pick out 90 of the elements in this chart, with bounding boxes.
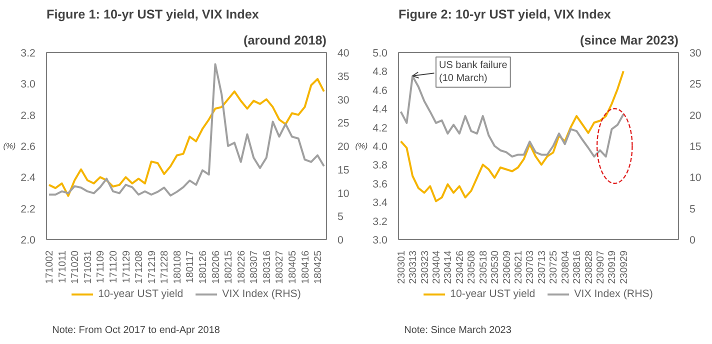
x-tick-label: 230313 xyxy=(408,250,420,284)
y-tick-label: 3.2 xyxy=(20,48,36,60)
x-tick-label: 171031 xyxy=(82,250,94,284)
text: Note: From Oct 2017 to end-Apr 2018 xyxy=(52,325,220,336)
x-tick-label: 230929 xyxy=(618,250,630,284)
chart-title: Figure 1: 10-yr UST yield, VIX Index xyxy=(46,8,259,22)
x-tick-label: 180416 xyxy=(300,250,312,284)
x-tick-label: 180206 xyxy=(210,250,222,284)
x-tick-label: 230907 xyxy=(596,250,607,284)
y-tick-label: 5.0 xyxy=(372,48,388,60)
x-tick-label: 180126 xyxy=(198,250,209,284)
x-tick-label: 230530 xyxy=(490,250,502,284)
x-tick-label: 230621 xyxy=(514,250,524,284)
x-tick-label: 180108 xyxy=(172,250,184,284)
y-tick-label: 2.8 xyxy=(20,110,36,122)
x-tick-label: 171219 xyxy=(146,250,158,284)
y2-tick-label: 5 xyxy=(690,203,696,216)
y-tick-label: 3.2 xyxy=(372,216,388,228)
y-tick-label: 4.2 xyxy=(372,122,388,134)
x-tick-label: 230426 xyxy=(454,250,466,284)
x-tick-label: 230725 xyxy=(548,250,560,284)
x-tick-label: 180327 xyxy=(274,250,286,284)
line-series xyxy=(400,70,624,202)
x-tick-label: 230713 xyxy=(536,250,548,284)
y-tick-label: 4.8 xyxy=(372,66,388,78)
y2-tick-label: 5 xyxy=(338,211,344,224)
y2-tick-label: 25 xyxy=(690,78,702,91)
y-tick-label: 3.6 xyxy=(372,178,388,190)
y-axis-title: (%) xyxy=(355,142,368,150)
y-tick-label: 4.4 xyxy=(372,104,388,116)
text: Note: Since March 2023 xyxy=(404,325,512,336)
y-tick-label: 4.0 xyxy=(372,141,388,153)
y2-tick-label: 10 xyxy=(690,172,702,184)
x-tick-label: 230919 xyxy=(607,250,618,284)
x-tick-label: 230301 xyxy=(396,250,408,284)
x-tick-label: 171002 xyxy=(44,250,56,284)
x-tick-label: 230816 xyxy=(572,250,584,284)
y-tick-label: 2.6 xyxy=(20,141,36,153)
y2-tick-label: 30 xyxy=(338,94,350,106)
y2-tick-label: 40 xyxy=(338,48,350,60)
y-tick-label: 2.4 xyxy=(20,172,36,184)
y2-tick-label: 35 xyxy=(338,70,350,83)
x-tick-label: 230703 xyxy=(525,250,536,284)
x-tick-label: 171109 xyxy=(96,250,107,284)
x-tick-label: 180316 xyxy=(262,250,273,284)
chart-title: Figure 2: 10-yr UST yield, VIX Index xyxy=(398,8,611,22)
x-tick-label: 180307 xyxy=(249,250,260,284)
legend-label: 10-year UST yield xyxy=(98,288,184,300)
x-tick-label: 230518 xyxy=(478,250,490,284)
x-tick-label: 230804 xyxy=(560,250,572,284)
y2-tick-label: 25 xyxy=(338,118,350,130)
x-tick-label: 171020 xyxy=(70,250,82,284)
x-tick-label: 230323 xyxy=(420,250,431,284)
x-tick-label: 171120 xyxy=(108,250,120,284)
y-tick-label: 4.6 xyxy=(372,84,388,97)
legend-label: VIX Index (RHS) xyxy=(574,288,653,300)
y-axis-title: (%) xyxy=(3,142,16,150)
x-tick-label: 171011 xyxy=(57,250,68,284)
x-tick-label: 230609 xyxy=(502,250,513,284)
y2-tick-label: 20 xyxy=(338,141,350,153)
chart-subtitle: (around 2018) xyxy=(244,34,327,48)
x-tick-label: 230414 xyxy=(443,250,454,284)
x-tick-label: 171208 xyxy=(134,250,146,284)
y-tick-label: 3.0 xyxy=(20,78,36,91)
y2-tick-label: 0 xyxy=(690,234,696,246)
y-tick-label: 3.0 xyxy=(372,234,388,246)
y2-tick-label: 30 xyxy=(690,48,702,60)
x-tick-label: 171228 xyxy=(160,250,171,284)
y2-tick-label: 15 xyxy=(690,141,702,153)
x-tick-label: 171129 xyxy=(121,250,132,284)
x-tick-label: 180117 xyxy=(185,250,196,284)
legend-label: 10-year UST yield xyxy=(450,288,536,300)
y-tick-label: 3.8 xyxy=(372,160,388,172)
annotation: US bank failure (10 March) xyxy=(438,60,508,84)
x-tick-label: 180226 xyxy=(236,250,248,284)
x-tick-label: 230404 xyxy=(431,250,442,284)
y2-tick-label: 0 xyxy=(338,234,344,246)
x-tick-label: 230508 xyxy=(466,250,478,284)
chart-subtitle: (since Mar 2023) xyxy=(580,34,679,48)
legend-label: VIX Index (RHS) xyxy=(222,288,301,300)
x-tick-label: 180215 xyxy=(224,250,235,284)
x-tick-label: 230828 xyxy=(584,250,595,284)
x-tick-label: 180405 xyxy=(287,250,298,284)
y2-tick-label: 15 xyxy=(338,164,350,176)
x-tick-label: 180425 xyxy=(313,250,324,284)
y-tick-label: 2.0 xyxy=(20,234,36,246)
y2-tick-label: 10 xyxy=(338,188,350,200)
y-tick-label: 2.2 xyxy=(20,203,36,216)
y-tick-label: 3.4 xyxy=(372,197,388,210)
y2-tick-label: 20 xyxy=(690,110,702,122)
